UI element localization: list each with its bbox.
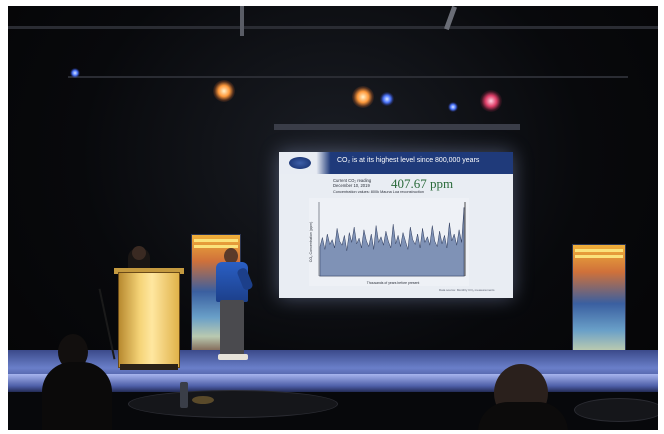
audience-body-right	[478, 402, 568, 430]
slide-ppm-value: 407.67 ppm	[391, 176, 454, 191]
slide-date-line: Current CO₂ reading December 10, 2019	[333, 178, 372, 188]
ceiling-bar	[274, 124, 520, 130]
slide-header: CO₂ is at its highest level since 800,00…	[279, 152, 513, 174]
audience-table-2	[574, 398, 658, 422]
stage-photo: CO₂ is at its highest level since 800,00…	[8, 6, 658, 430]
co2-history-chart: CO₂ Concentration (ppm) Thousands of yea…	[309, 198, 469, 286]
presenter-head	[224, 248, 238, 264]
ceiling-truss-3	[240, 6, 244, 36]
ceiling-truss-2	[68, 76, 628, 78]
water-bottle	[180, 382, 188, 408]
chart-x-axis-label: Thousands of years before present	[367, 281, 420, 285]
podium-base	[120, 364, 178, 370]
stage-light-5	[70, 68, 80, 78]
stage-light-4	[480, 90, 502, 112]
ceiling-truss-1	[8, 26, 658, 29]
organization-logo-icon	[289, 157, 311, 169]
stage-light-2	[352, 86, 374, 108]
presenter-shoes	[218, 354, 248, 360]
stage-light-3	[380, 92, 394, 106]
stage-light-1	[213, 80, 235, 102]
co2-area-series	[319, 207, 465, 277]
podium-top	[114, 268, 184, 274]
dim-floor-light	[192, 396, 214, 404]
slide-footnote: Data source: Monthly CO₂ measurements	[439, 288, 495, 292]
microphone-stand	[98, 288, 116, 360]
stage-light-6	[448, 102, 458, 112]
chart-y-axis-label: CO₂ Concentration (ppm)	[309, 222, 313, 263]
slide-title: CO₂ is at its highest level since 800,00…	[337, 157, 480, 164]
slide-body: Current CO₂ reading December 10, 2019 40…	[279, 174, 513, 298]
audience-body-left	[42, 362, 112, 430]
audience-table-1	[128, 390, 338, 418]
banner-right	[572, 244, 626, 368]
projection-screen: CO₂ is at its highest level since 800,00…	[279, 152, 513, 298]
person-at-podium-head	[132, 246, 146, 260]
podium	[118, 272, 180, 368]
slide-caption: Concentration values: 800k Mauna Loa rec…	[333, 190, 424, 194]
presenter-legs	[220, 300, 244, 356]
